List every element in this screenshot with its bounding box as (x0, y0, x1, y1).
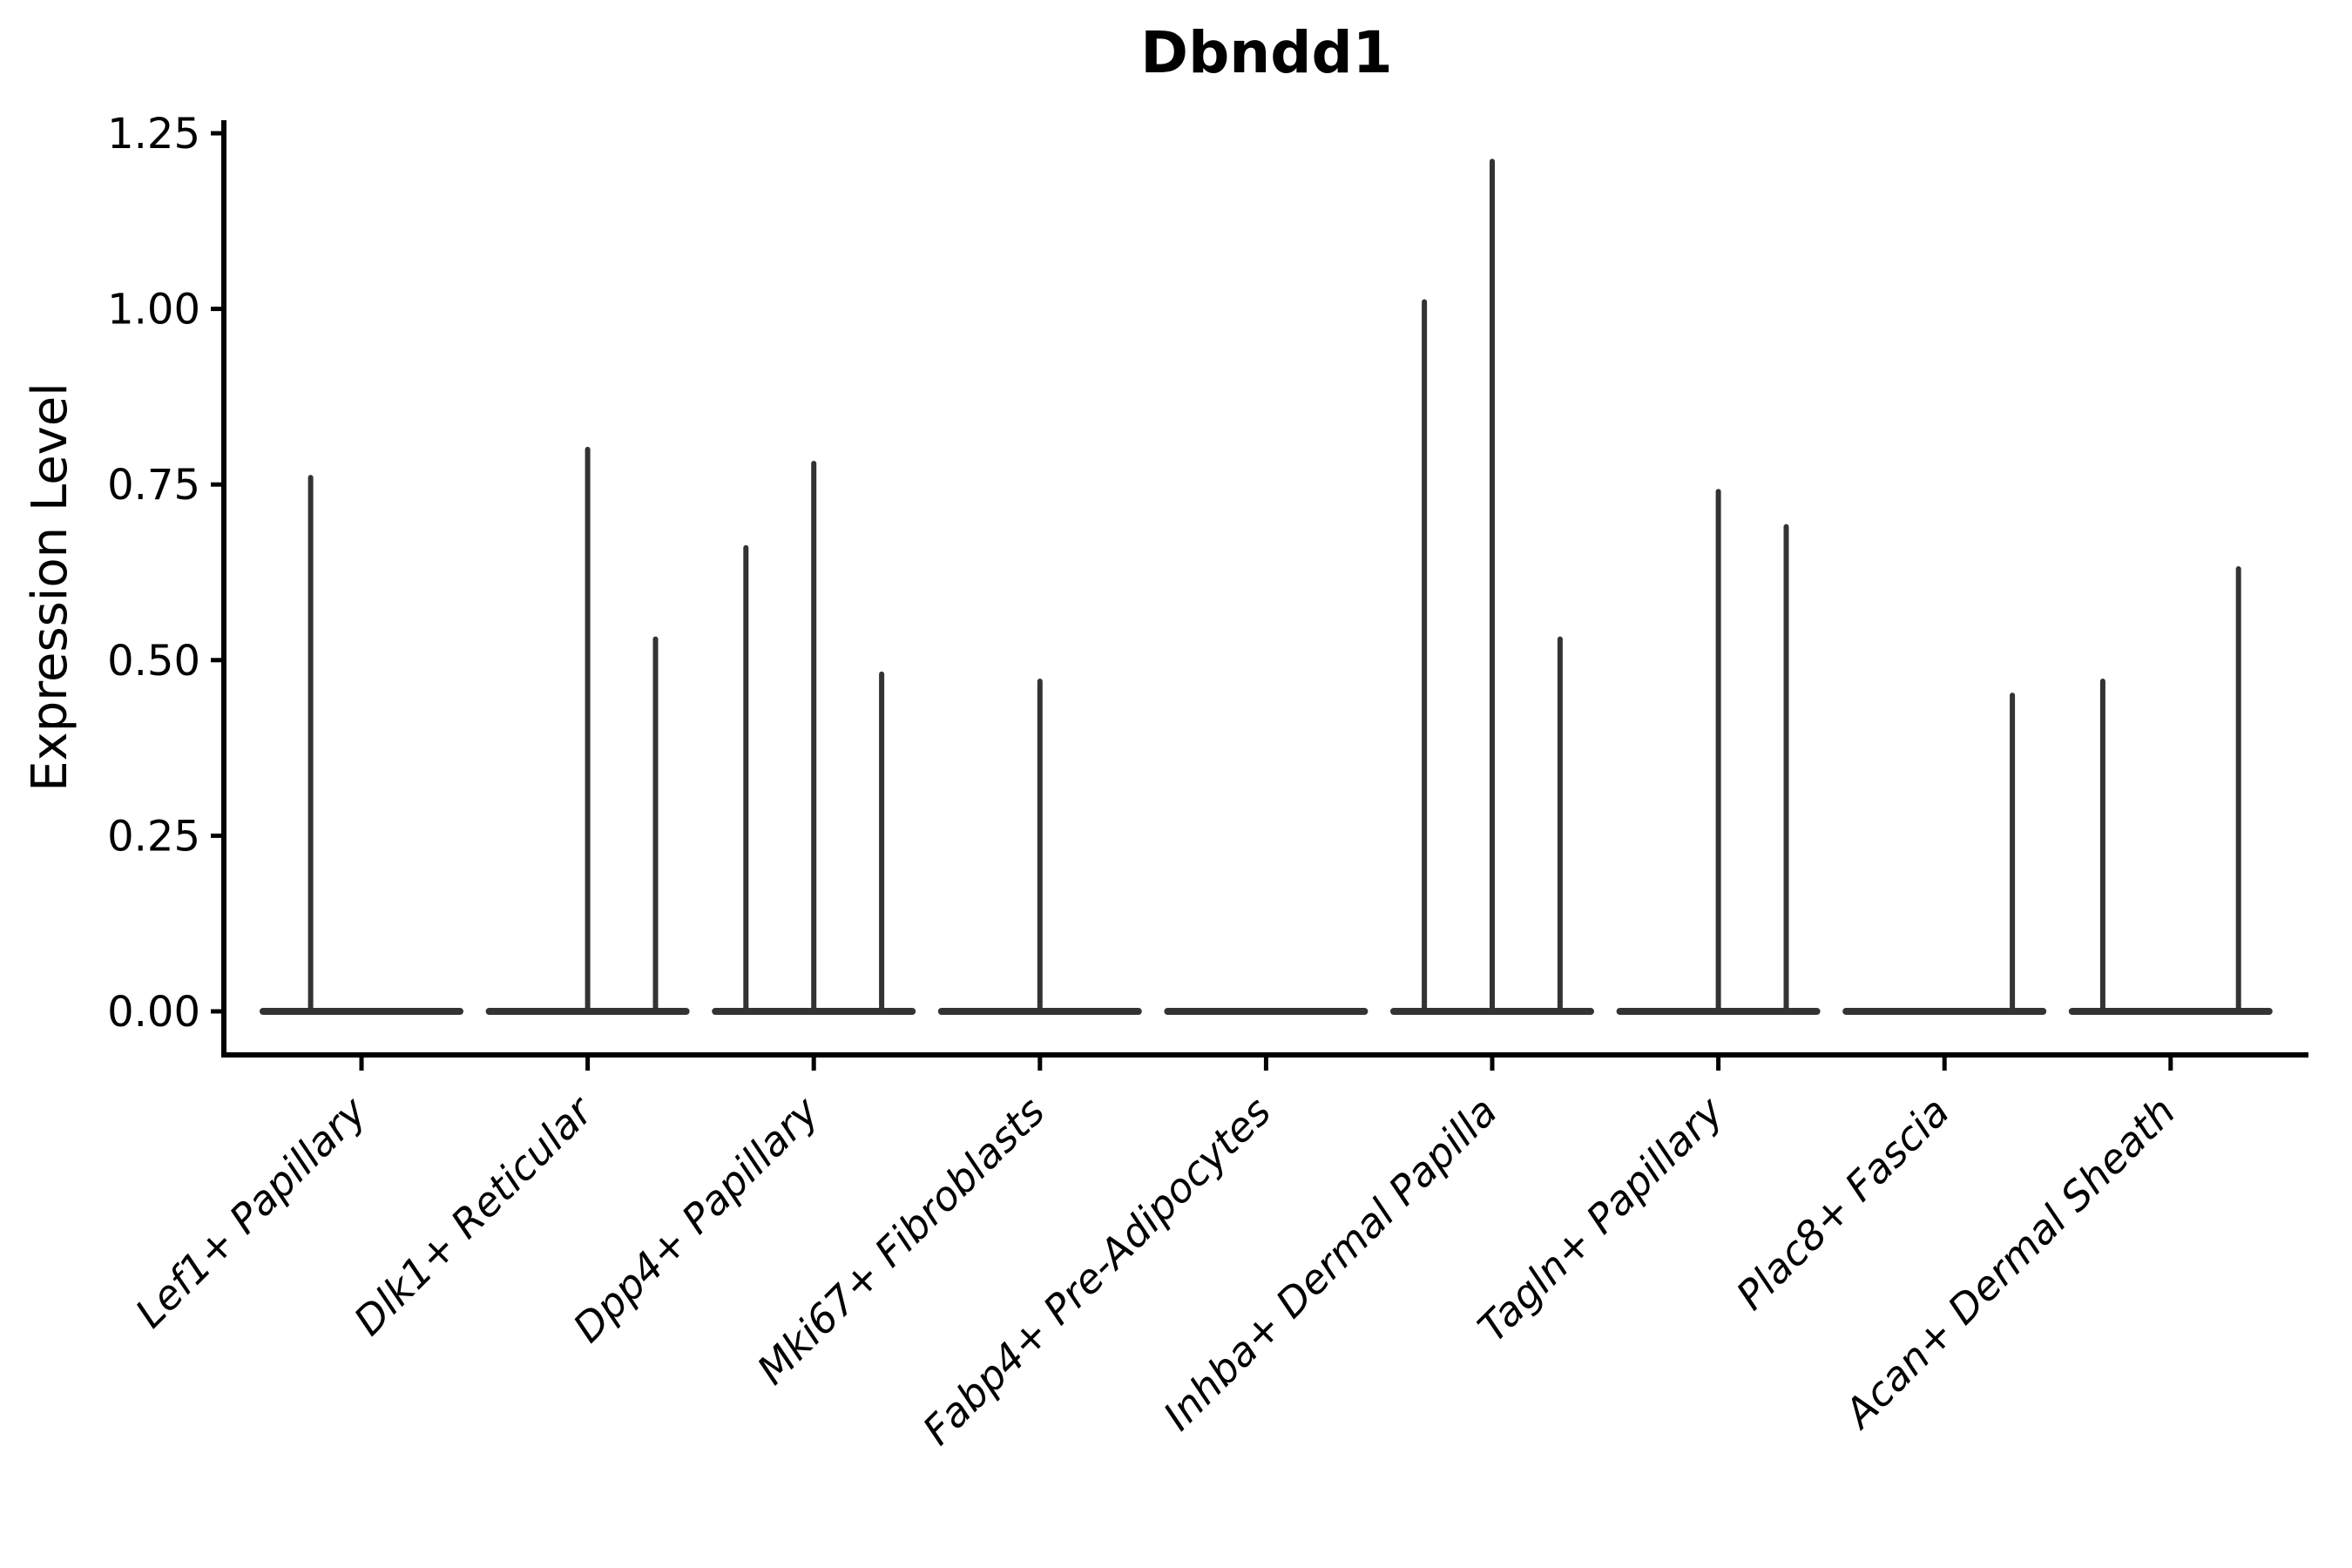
x-tick-label: Lef1+ Papillary (126, 1087, 375, 1336)
x-tick-label: Plac8+ Fascia (1727, 1088, 1958, 1319)
x-tick-label: Tagln+ Papillary (1469, 1087, 1733, 1351)
y-tick-label: 0.00 (107, 988, 200, 1037)
y-tick-label: 1.25 (107, 110, 200, 159)
plot-title: Dbndd1 (1140, 19, 1393, 86)
y-tick-label: 0.50 (107, 637, 200, 686)
y-tick-label: 0.75 (107, 461, 200, 510)
x-tick-label: Dpp4+ Papillary (564, 1087, 828, 1351)
y-tick-label: 1.00 (107, 286, 200, 335)
x-tick-label: Dlk1+ Reticular (345, 1085, 604, 1344)
y-tick-label: 0.25 (107, 812, 200, 861)
